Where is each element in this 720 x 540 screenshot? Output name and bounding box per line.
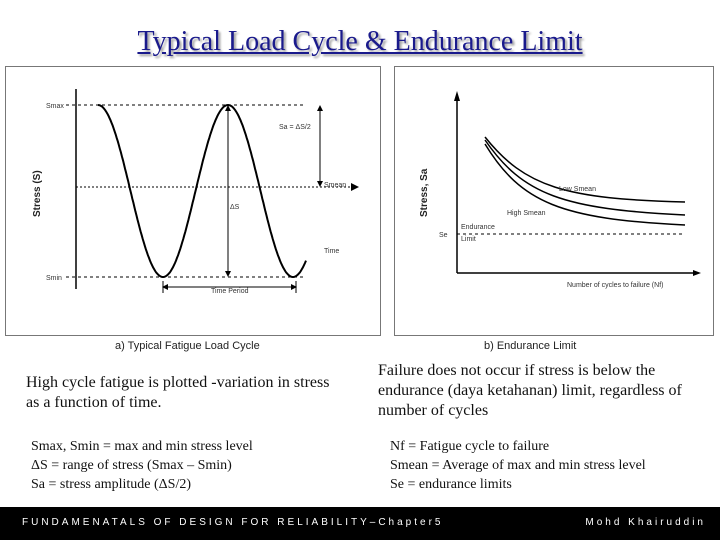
stress-axis-label: Stress (S): [32, 170, 43, 217]
footer-author: Mohd Khairuddin: [585, 517, 706, 528]
slide-title: Typical Load Cycle & Endurance Limit: [137, 26, 583, 57]
endurance-limit-diagram: Low Smean High Smean Endurance Limit Se …: [394, 66, 714, 336]
fatigue-load-cycle-svg: Smax Smin Sa = ΔS/2 Smean ΔS Time Time P…: [32, 89, 359, 295]
b-y-arrowhead: [454, 91, 460, 101]
sn-curve-mid: [484, 139, 686, 216]
right-definitions: Nf = Fatigue cycle to failure Smean = Av…: [390, 437, 710, 494]
smax-label: Smax: [46, 103, 64, 110]
left-definitions: Smax, Smin = max and min stress level ΔS…: [31, 437, 371, 494]
load-cycle-curve: [97, 103, 307, 278]
def-smean: Smean = Average of max and min stress le…: [390, 458, 646, 473]
def-nf: Nf = Fatigue cycle to failure: [390, 439, 550, 454]
delta-s-arrowhead-bottom: [225, 271, 231, 277]
low-smean-label: Low Smean: [559, 186, 596, 193]
sa-arrowhead-top: [317, 105, 323, 111]
smin-label: Smin: [46, 275, 62, 282]
sn-curve-high-mean: [484, 143, 686, 226]
def-sa: Sa = stress amplitude (ΔS/2): [31, 477, 191, 492]
high-smean-label: High Smean: [507, 210, 546, 217]
left-paragraph: High cycle fatigue is plotted -variation…: [26, 374, 330, 411]
def-smax-smin: Smax, Smin = max and min stress level: [31, 439, 253, 454]
b-x-arrowhead: [693, 270, 701, 276]
diagram-a-caption: a) Typical Fatigue Load Cycle: [115, 340, 260, 352]
def-se: Se = endurance limits: [390, 477, 512, 492]
period-arrowhead-left: [162, 284, 168, 290]
delta-s-arrowhead-top: [225, 105, 231, 111]
sa-label: Sa = ΔS/2: [279, 124, 311, 131]
endurance-limit-svg: Low Smean High Smean Endurance Limit Se …: [419, 91, 701, 289]
footer-course-title: FUNDAMENATALS OF DESIGN FOR RELIABILITY–…: [22, 517, 444, 528]
se-label: Se: [439, 232, 448, 239]
time-arrow: [351, 183, 359, 191]
cycles-axis-label: Number of cycles to failure (Nf): [567, 282, 663, 289]
sa-arrowhead-bottom: [317, 181, 323, 187]
diagram-b-caption: b) Endurance Limit: [484, 340, 577, 352]
endurance-label: Endurance: [461, 224, 495, 231]
period-arrowhead-right: [291, 284, 297, 290]
stress-sa-axis-label: Stress, Sa: [419, 168, 430, 217]
limit-label: Limit: [461, 236, 476, 243]
smean-label: Smean: [324, 182, 346, 189]
time-period-label: Time Period: [211, 288, 249, 295]
sn-curve-low-mean: [484, 136, 686, 203]
def-delta-s: ΔS = range of stress (Smax – Smin): [31, 458, 232, 473]
delta-s-label: ΔS: [230, 204, 240, 211]
fatigue-load-cycle-diagram: Smax Smin Sa = ΔS/2 Smean ΔS Time Time P…: [5, 66, 381, 336]
time-label: Time: [324, 248, 339, 255]
right-paragraph: Failure does not occur if stress is belo…: [378, 362, 682, 419]
footer-bar: FUNDAMENATALS OF DESIGN FOR RELIABILITY–…: [0, 507, 720, 540]
